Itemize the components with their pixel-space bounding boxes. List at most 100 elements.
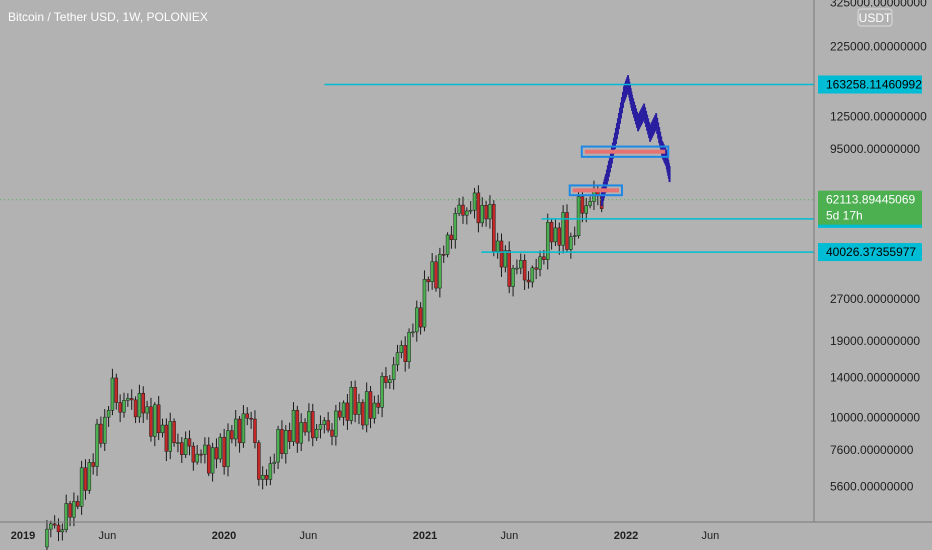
drawn-projection <box>600 75 671 207</box>
candle-body <box>214 447 219 460</box>
candle-body <box>122 400 126 413</box>
candle-body <box>345 402 350 421</box>
candle-body <box>430 261 434 283</box>
candle-body <box>542 256 546 260</box>
candle-body <box>499 240 504 268</box>
candle-body <box>64 503 68 530</box>
candle-body <box>183 438 188 455</box>
price-tick-label: 325000.00000000 <box>830 0 927 9</box>
candle-body <box>576 196 581 236</box>
candle-body <box>102 416 107 444</box>
candle-body <box>495 240 500 252</box>
candle-body <box>206 444 211 474</box>
candle-body <box>145 406 149 414</box>
rectangle-box-fill <box>584 149 666 154</box>
candle-body <box>538 256 542 270</box>
candle-body <box>249 417 253 420</box>
candle-body <box>438 254 442 289</box>
price-tick-label: 19000.00000000 <box>830 334 920 348</box>
candle-body <box>384 376 388 383</box>
candle-body <box>168 421 172 452</box>
candle-body <box>488 204 492 220</box>
price-tick-label: 7600.00000000 <box>830 443 914 457</box>
candle-body <box>284 430 288 454</box>
candle-body <box>280 429 284 454</box>
candle-body <box>580 196 585 214</box>
level-price-tag-label: 40026.37355977 <box>826 245 916 259</box>
candle-body <box>519 260 523 269</box>
candle-body <box>503 250 508 268</box>
time-tick-label: Jun <box>99 530 117 542</box>
candle-body <box>418 307 423 328</box>
candle-body <box>91 462 95 467</box>
price-axis[interactable]: 325000.00000000 225000.00000000 125000.000… <box>830 0 927 494</box>
candle-body <box>584 205 589 214</box>
candle-body <box>295 409 300 444</box>
candle-body <box>245 413 250 419</box>
candle-body <box>411 331 415 334</box>
candle-body <box>403 345 407 362</box>
candle-body <box>549 222 554 243</box>
candle-body <box>395 352 400 366</box>
price-tick-label: 225000.00000000 <box>830 39 927 53</box>
candle-body <box>361 402 365 426</box>
candle-body <box>99 423 103 444</box>
candle-body <box>149 406 153 437</box>
candle-body <box>415 307 419 333</box>
candle-body <box>129 398 134 401</box>
candle-body <box>522 260 527 281</box>
candle-body <box>276 429 280 463</box>
candle-body <box>353 387 357 415</box>
level-price-tag <box>818 243 922 262</box>
price-tick-label: 14000.00000000 <box>830 370 920 384</box>
time-tick-label: Jun <box>300 530 318 542</box>
time-axis[interactable]: 2019 Jun 2020 Jun 2021 Jun 2022 Jun <box>11 530 720 542</box>
candle-body <box>95 423 99 467</box>
candle-body <box>237 418 242 444</box>
candle-body <box>388 379 392 383</box>
candle-body <box>76 501 80 507</box>
candle-body <box>218 436 223 460</box>
time-tick-label: 2020 <box>212 530 236 542</box>
rectangle-box[interactable] <box>580 145 670 158</box>
horizontal-lines[interactable] <box>0 83 814 253</box>
candle-body <box>561 212 565 246</box>
price-tick-label: 5600.00000000 <box>830 480 914 494</box>
price-tick-label: 27000.00000000 <box>830 292 920 306</box>
bar-countdown-label: 5d 17h <box>826 209 863 223</box>
candle-body <box>434 261 438 289</box>
candle-body <box>461 204 465 216</box>
candle-body <box>68 503 72 518</box>
candle-body <box>160 424 165 434</box>
candle-body <box>114 377 119 403</box>
candle-body <box>222 436 226 467</box>
level-price-tag <box>818 75 922 94</box>
candle-body <box>530 267 535 283</box>
candle-body <box>376 402 380 408</box>
last-price-tag-label: 62113.89445069 <box>826 193 916 207</box>
rectangle-box[interactable] <box>568 184 623 197</box>
candle-body <box>226 430 230 467</box>
rectangle-drawings[interactable] <box>568 145 670 197</box>
candle-body <box>515 267 519 270</box>
candle-body <box>164 424 169 452</box>
candle-body <box>426 279 431 283</box>
time-tick-label: 2019 <box>11 530 35 542</box>
candle-body <box>588 201 592 206</box>
candle-body <box>341 402 346 418</box>
candle-body <box>195 453 199 463</box>
candle-body <box>507 250 511 287</box>
candle-body <box>52 523 57 526</box>
candle-body <box>49 523 53 530</box>
candle-body <box>307 411 311 433</box>
candle-body <box>72 501 76 518</box>
candle-body <box>156 404 161 434</box>
currency-badge[interactable]: USDT <box>857 8 893 27</box>
last-price-tag <box>818 190 922 225</box>
candle-body <box>45 528 49 548</box>
candle-body <box>257 442 261 480</box>
candle-body <box>330 429 334 437</box>
candle-body <box>303 422 307 433</box>
